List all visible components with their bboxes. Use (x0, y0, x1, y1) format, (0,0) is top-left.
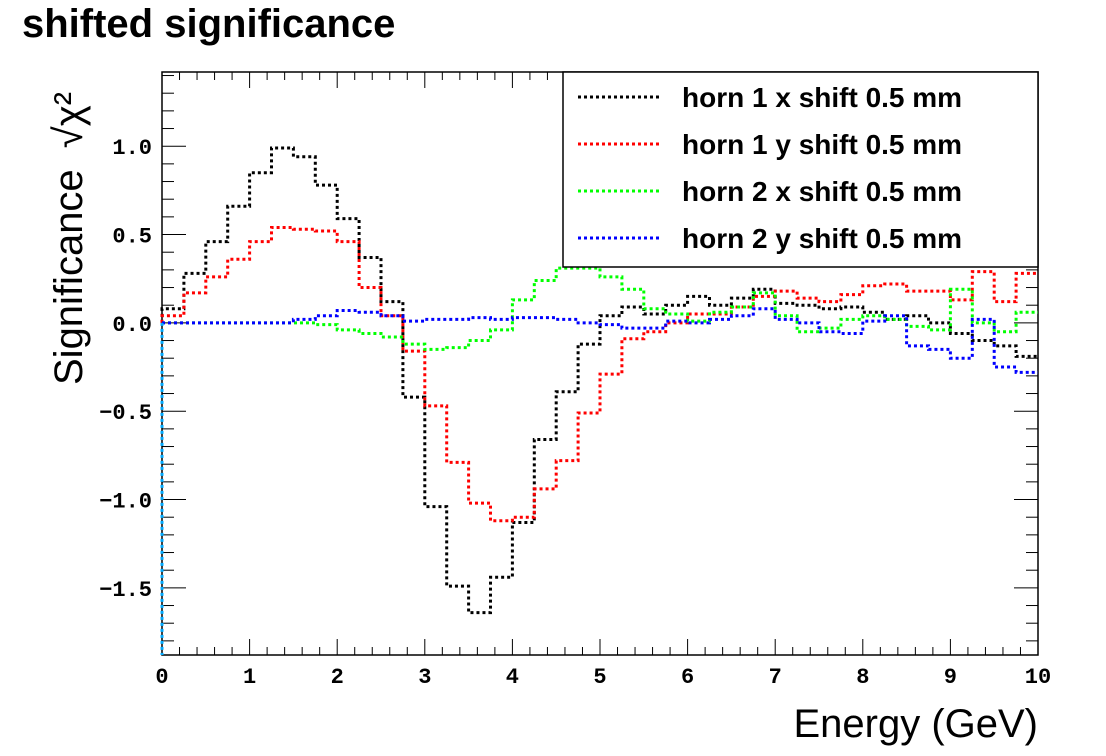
x-tick-label: 2 (331, 665, 344, 690)
y-tick-labels: −1.5 −1.0 −0.5 0.0 0.5 1.0 (99, 136, 152, 603)
legend-box (562, 71, 1039, 268)
x-tick-label: 3 (418, 665, 431, 690)
series-line-4 (162, 307, 1038, 374)
x-tick-label: 4 (506, 665, 519, 690)
x-tick-label: 6 (681, 665, 694, 690)
y-tick-label: −1.0 (99, 490, 152, 515)
y-axis-title-text: Significance (47, 169, 91, 385)
legend-label: horn 2 y shift 0.5 mm (682, 223, 962, 254)
x-axis-title: Energy (GeV) (793, 702, 1038, 746)
x-tick-label: 1 (243, 665, 256, 690)
chart-title: shifted significance (22, 2, 395, 46)
y-tick-label: −0.5 (99, 401, 152, 426)
axis-ticks (161, 72, 1039, 655)
y-axis-title-group: Significance √χ² (47, 92, 91, 385)
legend-label: horn 1 x shift 0.5 mm (682, 82, 962, 113)
x-tick-label: 9 (944, 665, 957, 690)
legend-label: horn 2 x shift 0.5 mm (682, 176, 962, 207)
series-layer (160, 146, 1038, 655)
y-axis-title-symbol: √χ² (47, 92, 91, 148)
x-tick-label: 10 (1025, 665, 1051, 690)
y-tick-label: 0.0 (112, 313, 152, 338)
series-line-2 (160, 225, 1038, 523)
legend-label: horn 1 y shift 0.5 mm (682, 129, 962, 160)
x-tick-label: 8 (856, 665, 869, 690)
legend: horn 1 x shift 0.5 mm horn 1 y shift 0.5 … (562, 71, 1039, 268)
x-tick-label: 0 (155, 665, 168, 690)
y-tick-label: 1.0 (112, 136, 152, 161)
x-tick-label: 7 (769, 665, 782, 690)
y-axis-title: Significance √χ² (47, 92, 91, 385)
x-tick-labels: 0 1 2 3 4 5 6 7 8 9 10 (155, 665, 1051, 690)
y-tick-label: −1.5 (99, 578, 152, 603)
y-tick-label: 0.5 (112, 225, 152, 250)
x-tick-label: 5 (593, 665, 606, 690)
